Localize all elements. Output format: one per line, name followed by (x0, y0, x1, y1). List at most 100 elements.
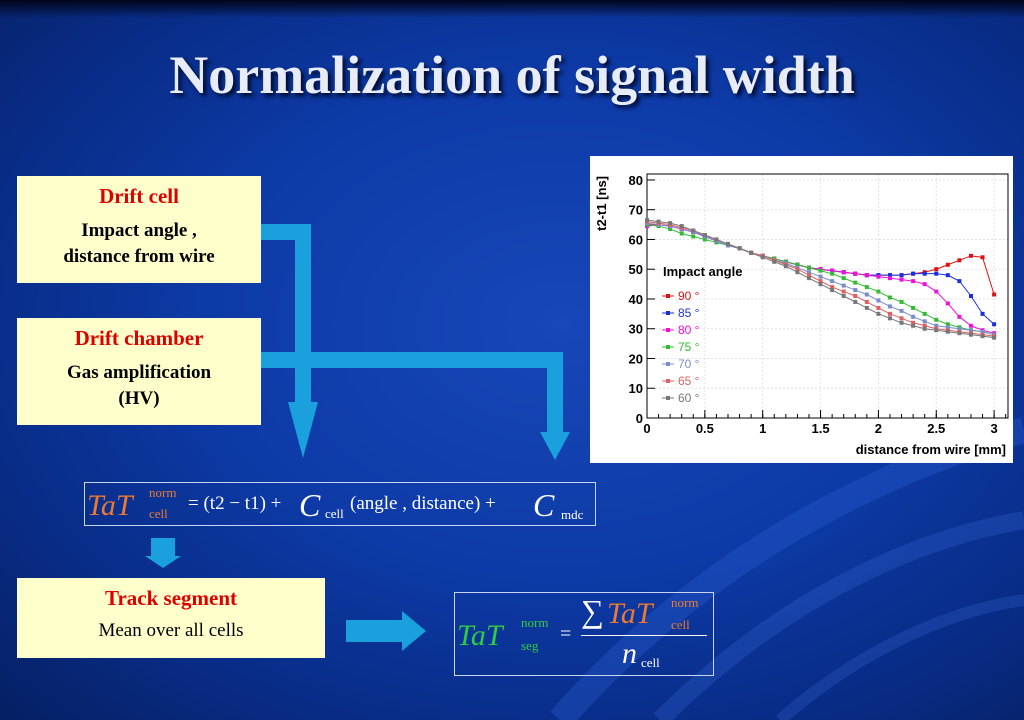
legend-label: 70 ° (678, 357, 700, 371)
x-axis-label: distance from wire [mm] (856, 442, 1006, 457)
data-point (911, 323, 916, 328)
legend-title: Impact angle (663, 264, 742, 279)
formula2-sum-sign: ∑ (581, 593, 604, 629)
data-point (841, 276, 846, 281)
data-point (841, 270, 846, 275)
data-point (864, 299, 869, 304)
data-point (980, 329, 985, 334)
data-point (887, 273, 892, 278)
plot-frame (646, 173, 1009, 419)
x-tick-label: 1.5 (812, 421, 830, 436)
data-point (899, 316, 904, 321)
data-point (980, 255, 985, 260)
slide-title: Normalization of signal width (169, 45, 855, 105)
data-point (691, 228, 696, 233)
x-tick-label: 0.5 (696, 421, 714, 436)
data-point (887, 304, 892, 309)
data-point (864, 285, 869, 290)
drift-chamber-line1: Gas amplification (66, 362, 212, 383)
x-tick-label: 0 (643, 421, 650, 436)
data-point (668, 227, 673, 232)
arrow-drift-chamber-vertical (547, 352, 563, 432)
x-tick-label: 2.5 (927, 421, 945, 436)
arrow-drift-chamber-horizontal (261, 352, 563, 368)
data-point (911, 271, 916, 276)
data-point (899, 277, 904, 282)
data-point (968, 323, 973, 328)
arrow-right-stem (346, 620, 402, 642)
track-segment-box: Track segment Mean over all cells (17, 578, 325, 658)
y-tick-label: 80 (629, 173, 643, 188)
data-point (934, 328, 939, 333)
drift-chamber-heading: Drift chamber (74, 326, 204, 350)
data-point (945, 301, 950, 306)
legend-swatch (666, 294, 670, 298)
data-point (934, 289, 939, 294)
data-point (876, 289, 881, 294)
data-point (899, 273, 904, 278)
legend-label: 75 ° (678, 340, 700, 354)
data-point (992, 322, 997, 327)
arrow-down-head (145, 556, 181, 568)
data-point (714, 237, 719, 242)
data-point (922, 311, 927, 316)
y-tick-label: 60 (629, 232, 643, 247)
data-point (887, 295, 892, 300)
formula1-c2: C (533, 487, 555, 523)
formula2-num-sub: cell (671, 617, 690, 632)
data-point (934, 323, 939, 328)
data-point (922, 282, 927, 287)
drift-cell-line1: Impact angle , (81, 220, 197, 241)
data-point (749, 250, 754, 255)
data-point (911, 320, 916, 325)
data-point (830, 285, 835, 290)
formula2-den-sub: cell (641, 655, 660, 670)
data-point (876, 274, 881, 279)
x-tick-label: 2 (875, 421, 882, 436)
data-point (853, 294, 858, 298)
data-point (725, 241, 730, 246)
formula2-lhs-sub: seg (521, 638, 539, 653)
data-point (795, 262, 800, 267)
x-tick-label: 1 (759, 421, 766, 436)
data-point (968, 328, 973, 333)
data-point (853, 299, 858, 304)
formula2-lhs-sup: norm (521, 615, 549, 630)
y-tick-label: 70 (629, 203, 643, 218)
legend-swatch (666, 311, 670, 315)
arrow-right-head (402, 611, 426, 651)
arrow-drift-cell-head (288, 402, 318, 458)
data-point (957, 279, 962, 284)
legend-swatch (666, 328, 670, 332)
formula1-c2-sub: mdc (561, 507, 584, 522)
data-point (992, 335, 997, 340)
data-point (853, 280, 858, 285)
data-point (853, 271, 858, 276)
data-point (887, 316, 892, 321)
data-point (679, 231, 684, 236)
data-point (818, 268, 823, 273)
data-point (887, 276, 892, 281)
data-point (656, 219, 661, 224)
arrow-drift-cell-vertical (295, 224, 311, 402)
data-point (679, 224, 684, 229)
formula-tat-cell: TaT norm cell = (t2 − t1) + C cell (angl… (84, 482, 596, 526)
data-point (841, 289, 846, 294)
drift-cell-heading: Drift cell (99, 184, 179, 208)
y-axis-label: t2-t1 [ns] (594, 176, 609, 231)
data-point (691, 234, 696, 239)
data-point (737, 246, 742, 251)
data-point (899, 320, 904, 325)
data-point (783, 264, 788, 269)
y-tick-label: 50 (629, 262, 643, 277)
drift-chamber-line2: (HV) (118, 387, 160, 409)
data-point (957, 258, 962, 263)
data-point (957, 314, 962, 319)
data-point (772, 259, 777, 264)
data-point (968, 294, 973, 298)
data-point (864, 305, 869, 310)
formula1-lhs-sub: cell (149, 506, 168, 521)
track-segment-heading: Track segment (105, 586, 237, 610)
top-shadow-bar (0, 0, 1024, 18)
data-point (911, 305, 916, 310)
